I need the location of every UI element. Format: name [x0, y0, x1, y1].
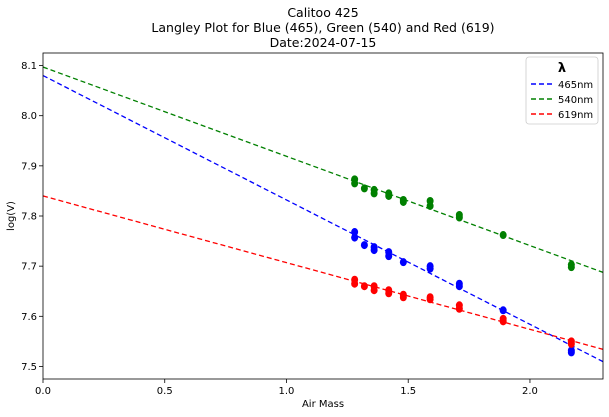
legend-label-619nm: 619nm	[558, 110, 593, 121]
data-point-465nm	[370, 246, 378, 255]
data-point-619nm	[351, 279, 359, 288]
data-point-465nm	[567, 348, 575, 357]
y-tick-label: 7.6	[21, 312, 37, 323]
data-point-540nm	[455, 213, 463, 222]
data-point-619nm	[455, 304, 463, 313]
data-point-540nm	[499, 231, 507, 240]
legend-title: λ	[558, 61, 566, 76]
fit-line-540nm	[43, 66, 603, 273]
data-point-540nm	[399, 197, 407, 206]
y-tick-label: 7.7	[21, 262, 37, 273]
legend-label-465nm: 465nm	[558, 80, 593, 91]
data-point-619nm	[370, 286, 378, 295]
data-point-465nm	[426, 264, 434, 273]
data-point-619nm	[426, 295, 434, 304]
y-axis-ticks: 7.5 7.6 7.7 7.8 7.9 8.0 8.1	[21, 61, 43, 373]
x-tick-label: 1.0	[279, 386, 295, 397]
y-axis-label: log(V)	[6, 201, 17, 231]
data-point-619nm	[499, 317, 507, 326]
data-points-group	[351, 175, 575, 357]
x-axis-ticks: 0.0 0.5 1.0 1.5 2.0	[35, 379, 538, 397]
data-point-465nm	[351, 228, 359, 237]
data-point-540nm	[426, 201, 434, 210]
data-point-619nm	[399, 293, 407, 302]
y-tick-label: 7.5	[21, 362, 37, 373]
data-point-540nm	[567, 263, 575, 272]
data-point-540nm	[370, 189, 378, 198]
y-tick-label: 7.9	[21, 161, 37, 172]
legend-label-540nm: 540nm	[558, 95, 593, 106]
data-point-465nm	[360, 241, 368, 250]
legend-box	[525, 56, 599, 125]
data-point-465nm	[385, 252, 393, 261]
fit-line-619nm	[43, 195, 603, 350]
data-point-619nm	[567, 339, 575, 348]
chart-title-line-3: Date:2024-07-15	[270, 35, 377, 50]
data-point-465nm	[399, 258, 407, 267]
data-point-540nm	[360, 184, 368, 193]
data-point-619nm	[360, 282, 368, 291]
fit-line-465nm	[43, 74, 603, 363]
x-tick-label: 1.5	[400, 386, 416, 397]
x-tick-label: 0.0	[35, 386, 51, 397]
data-point-465nm	[351, 233, 359, 242]
data-point-540nm	[385, 191, 393, 200]
y-tick-label: 8.0	[21, 111, 37, 122]
data-point-619nm	[385, 289, 393, 298]
data-point-540nm	[351, 179, 359, 188]
y-tick-label: 7.8	[21, 212, 37, 223]
chart-title-line-1: Calitoo 425	[287, 5, 358, 20]
x-tick-label: 2.0	[522, 386, 538, 397]
data-point-465nm	[455, 282, 463, 291]
x-tick-label: 0.5	[157, 386, 173, 397]
data-point-465nm	[499, 306, 507, 315]
fit-lines-group	[43, 66, 603, 363]
x-axis-label: Air Mass	[302, 399, 344, 410]
y-tick-label: 8.1	[21, 61, 37, 72]
chart-title-line-2: Langley Plot for Blue (465), Green (540)…	[151, 20, 494, 35]
legend: λ 465nm 540nm 619nm	[525, 56, 599, 125]
